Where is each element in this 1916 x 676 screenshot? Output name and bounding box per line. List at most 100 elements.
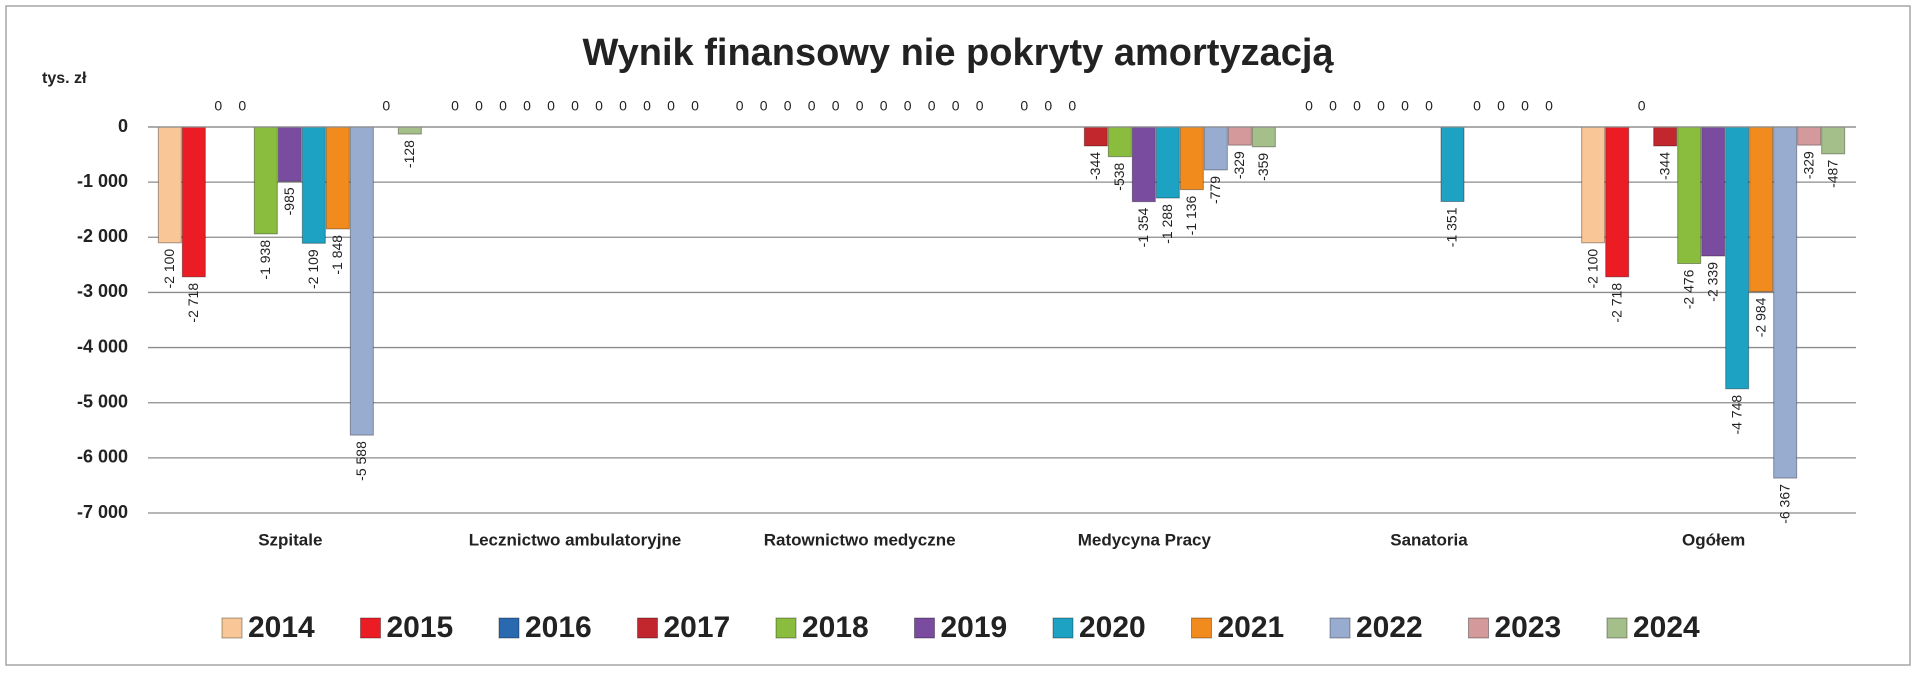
data-label: 0 bbox=[643, 98, 651, 114]
legend-swatch bbox=[1606, 617, 1628, 639]
data-label: 0 bbox=[1521, 98, 1529, 114]
bar bbox=[1797, 126, 1822, 146]
data-label: -2 109 bbox=[305, 249, 321, 289]
legend-label: 2024 bbox=[1633, 611, 1700, 644]
y-tick-label: -1 000 bbox=[77, 171, 128, 191]
legend-swatch bbox=[1052, 617, 1074, 639]
data-label: -6 367 bbox=[1776, 484, 1792, 524]
bar bbox=[277, 126, 302, 182]
y-tick-label: 0 bbox=[118, 116, 128, 136]
data-label: 0 bbox=[1305, 98, 1313, 114]
y-tick-label: -3 000 bbox=[77, 281, 128, 301]
data-label: 0 bbox=[1044, 98, 1052, 114]
bar bbox=[1605, 126, 1630, 278]
data-label: 0 bbox=[1353, 98, 1361, 114]
bar bbox=[1179, 126, 1204, 191]
legend-swatch bbox=[1329, 617, 1351, 639]
legend-label: 2019 bbox=[941, 611, 1008, 644]
x-tick-label: Szpitale bbox=[258, 530, 322, 549]
data-label: 0 bbox=[523, 98, 531, 114]
bar bbox=[1821, 126, 1846, 155]
data-label: -779 bbox=[1207, 176, 1223, 204]
data-label: 0 bbox=[1329, 98, 1337, 114]
data-label: 0 bbox=[736, 98, 744, 114]
bar bbox=[1725, 126, 1750, 390]
bar bbox=[181, 126, 206, 278]
bar bbox=[1203, 126, 1228, 171]
bar bbox=[253, 126, 278, 235]
y-tick-label: -2 000 bbox=[77, 226, 128, 246]
data-label: 0 bbox=[595, 98, 603, 114]
data-label: 0 bbox=[856, 98, 864, 114]
data-label: 0 bbox=[928, 98, 936, 114]
bar bbox=[349, 126, 374, 436]
legend-swatch bbox=[1191, 617, 1212, 639]
legend-swatch bbox=[221, 617, 243, 639]
legend-label: 2022 bbox=[1356, 611, 1423, 644]
x-tick-label: Ogółem bbox=[1682, 530, 1745, 549]
data-label: 0 bbox=[667, 98, 675, 114]
data-label: -538 bbox=[1111, 162, 1127, 190]
legend-label: 2017 bbox=[664, 611, 731, 644]
data-label: -1 938 bbox=[257, 240, 273, 280]
bar bbox=[1107, 126, 1132, 158]
data-label: 0 bbox=[808, 98, 816, 114]
bar bbox=[1227, 126, 1252, 146]
data-label: -128 bbox=[401, 140, 417, 168]
data-label: 0 bbox=[1425, 98, 1433, 114]
data-label: -985 bbox=[281, 187, 297, 215]
data-label: -329 bbox=[1231, 151, 1247, 179]
data-label: -1 288 bbox=[1159, 204, 1175, 244]
data-label: -2 718 bbox=[1608, 283, 1624, 323]
data-label: 0 bbox=[691, 98, 699, 114]
data-label: -1 351 bbox=[1444, 207, 1460, 247]
bar bbox=[1653, 126, 1678, 147]
data-label: 0 bbox=[1401, 98, 1409, 114]
data-label: -5 588 bbox=[353, 441, 369, 481]
bar bbox=[157, 126, 182, 244]
legend-label: 2023 bbox=[1495, 611, 1562, 644]
bar bbox=[1773, 126, 1798, 479]
y-tick-label: -4 000 bbox=[77, 336, 128, 356]
bar bbox=[1083, 126, 1108, 147]
y-tick-label: -5 000 bbox=[77, 391, 128, 411]
data-label: -1 354 bbox=[1135, 207, 1151, 247]
data-label: -344 bbox=[1656, 152, 1672, 180]
data-label: 0 bbox=[1473, 98, 1481, 114]
bar bbox=[1131, 126, 1156, 203]
bar bbox=[1440, 126, 1465, 202]
bar bbox=[1677, 126, 1702, 265]
legend-swatch bbox=[775, 617, 797, 639]
legend-swatch bbox=[360, 617, 381, 639]
bar bbox=[1749, 126, 1774, 293]
data-label: -4 748 bbox=[1728, 395, 1744, 435]
chart-title: Wynik finansowy nie pokryty amortyzacją bbox=[582, 32, 1334, 74]
data-label: 0 bbox=[499, 98, 507, 114]
bar bbox=[1251, 126, 1276, 148]
data-label: 0 bbox=[832, 98, 840, 114]
data-label: -1 136 bbox=[1183, 195, 1199, 235]
y-axis-label: tys. zł bbox=[42, 70, 87, 87]
data-label: -2 984 bbox=[1752, 297, 1768, 337]
x-tick-label: Lecznictwo ambulatoryjne bbox=[469, 530, 682, 549]
data-label: 0 bbox=[952, 98, 960, 114]
data-label: 0 bbox=[475, 98, 483, 114]
data-label: -344 bbox=[1087, 152, 1103, 180]
bar bbox=[397, 126, 422, 135]
legend-swatch bbox=[1468, 617, 1489, 639]
x-tick-label: Medycyna Pracy bbox=[1078, 530, 1212, 549]
data-label: 0 bbox=[1545, 98, 1553, 114]
data-label: 0 bbox=[760, 98, 768, 114]
data-label: -1 848 bbox=[329, 235, 345, 275]
data-label: 0 bbox=[904, 98, 912, 114]
legend-swatch bbox=[914, 617, 935, 639]
data-label: -2 100 bbox=[161, 249, 177, 289]
data-label: -2 100 bbox=[1584, 249, 1600, 289]
data-label: 0 bbox=[451, 98, 459, 114]
legend-swatch bbox=[637, 617, 658, 639]
legend-label: 2018 bbox=[802, 611, 869, 644]
data-label: 0 bbox=[571, 98, 579, 114]
data-label: -2 718 bbox=[185, 283, 201, 323]
